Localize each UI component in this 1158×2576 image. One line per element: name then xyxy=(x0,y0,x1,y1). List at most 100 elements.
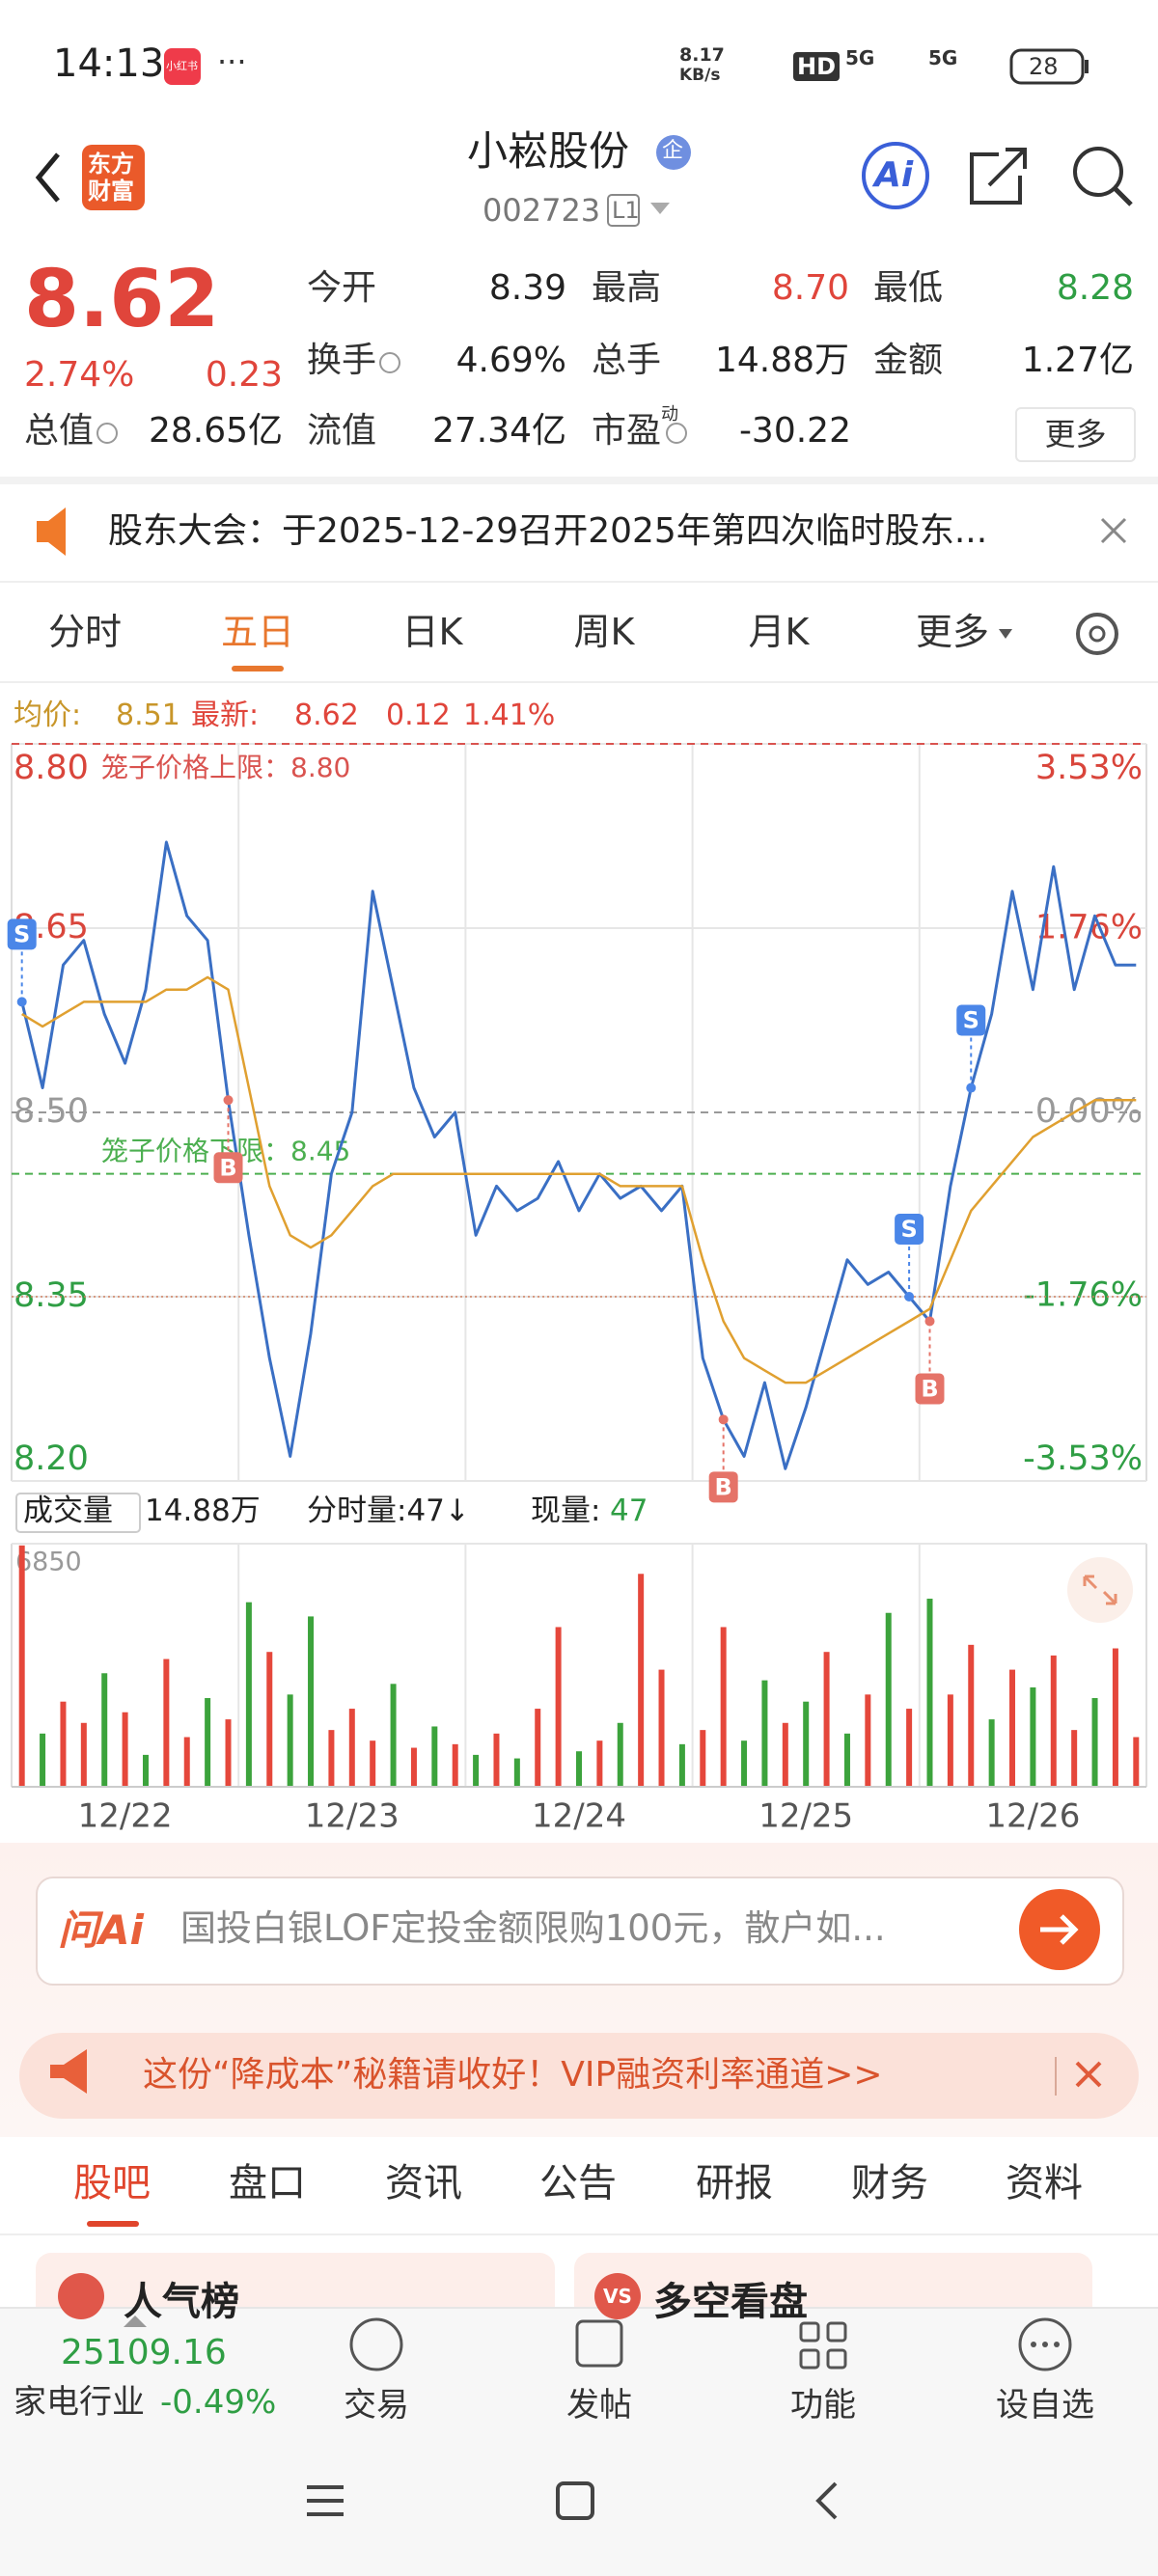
marker-point xyxy=(904,1292,915,1302)
stock-level: L1 xyxy=(612,197,640,224)
separator xyxy=(0,2233,1158,2235)
stat-label: 流值 xyxy=(307,411,377,452)
avg-label: 均价: xyxy=(14,699,82,732)
separator xyxy=(0,477,1158,484)
volume-bar xyxy=(266,1652,273,1787)
marker-box xyxy=(708,1471,738,1503)
price: 8.62 xyxy=(24,254,220,345)
info-icon[interactable] xyxy=(666,423,688,444)
card-title[interactable]: 人气榜 xyxy=(124,2280,239,2324)
volume-bar xyxy=(410,1747,417,1787)
logo-text: 财富 xyxy=(88,178,134,205)
volume-bar xyxy=(308,1616,315,1787)
volume-bar xyxy=(473,1754,480,1787)
volume-bar xyxy=(431,1726,438,1787)
volume-bar xyxy=(658,1669,665,1787)
app-badge-label: 小红书 xyxy=(166,60,198,72)
index-name: 家电行业 xyxy=(14,2383,145,2422)
y-tick-label: 8.80 xyxy=(14,749,89,787)
tab[interactable]: 日K xyxy=(401,611,463,654)
action-label[interactable]: 交易 xyxy=(344,2386,409,2425)
y2-tick-label: 3.53% xyxy=(1035,749,1143,787)
action-label[interactable]: 功能 xyxy=(790,2386,856,2425)
volume-bar xyxy=(142,1754,149,1787)
action-label[interactable]: 设自选 xyxy=(996,2386,1094,2425)
volume-bar xyxy=(122,1712,128,1787)
info-icon[interactable] xyxy=(379,352,401,373)
marker-box xyxy=(956,1004,986,1036)
volume-bar xyxy=(163,1658,170,1787)
volume-bar xyxy=(1050,1655,1057,1787)
sub-tab[interactable]: 财务 xyxy=(851,2161,928,2206)
stat-value: 14.88万 xyxy=(714,341,849,381)
card-icon-label: VS xyxy=(603,2285,632,2308)
volume-bar xyxy=(287,1694,293,1787)
volume-bar xyxy=(60,1701,67,1787)
ai-search-box[interactable] xyxy=(36,1877,1124,1986)
marker-point xyxy=(16,997,27,1007)
x-tick-label: 12/23 xyxy=(305,1797,400,1836)
y-tick-label: 8.20 xyxy=(14,1439,89,1478)
tab[interactable]: 更多 xyxy=(915,611,990,654)
stat-value: 8.28 xyxy=(1056,268,1134,309)
volume-bar xyxy=(183,1737,190,1787)
y-tick-label: 8.50 xyxy=(14,1092,89,1131)
stat-value: 8.39 xyxy=(488,268,566,309)
marker-box xyxy=(915,1373,945,1405)
volume-bar xyxy=(596,1740,603,1787)
stat-value: 27.34亿 xyxy=(431,411,566,452)
marker-label: S xyxy=(900,1216,917,1243)
sub-tab[interactable]: 资讯 xyxy=(385,2161,462,2206)
stat-label-sup: 动 xyxy=(661,404,679,425)
sub-tab[interactable]: 资料 xyxy=(1006,2161,1083,2206)
card-title[interactable]: 多空看盘 xyxy=(653,2280,808,2324)
volume-bar xyxy=(926,1599,933,1787)
volume-bar xyxy=(885,1612,892,1787)
divider xyxy=(1055,2057,1057,2096)
signal-label: 5G xyxy=(928,46,958,69)
volume-bar xyxy=(80,1722,87,1787)
volume-bar xyxy=(1091,1698,1098,1787)
tab[interactable]: 周K xyxy=(573,611,635,654)
more-button[interactable]: 更多 xyxy=(1015,407,1136,462)
change: 0.23 xyxy=(205,355,283,395)
sub-tab[interactable]: 股吧 xyxy=(73,2161,151,2206)
marker-label: B xyxy=(715,1473,732,1500)
price-line xyxy=(20,840,1137,1470)
change-pct: 2.74% xyxy=(24,355,135,395)
marker-box xyxy=(7,918,37,950)
banner-text[interactable]: 这份“降成本”秘籍请收好！VIP融资利率通道>> xyxy=(143,2055,883,2095)
y2-tick-label: -3.53% xyxy=(1023,1439,1143,1478)
latest-change: 0.12 xyxy=(386,699,451,732)
tab[interactable]: 五日 xyxy=(220,611,295,654)
sub-tab[interactable]: 盘口 xyxy=(229,2161,306,2206)
stock-code: 002723 xyxy=(482,192,601,229)
volume-label[interactable]: 成交量 xyxy=(23,1494,113,1528)
battery-level: 28 xyxy=(1029,53,1059,80)
stat-value: -30.22 xyxy=(738,411,851,452)
tab[interactable]: 分时 xyxy=(47,611,123,654)
volume-bar xyxy=(617,1722,623,1787)
volume-bar xyxy=(1009,1669,1016,1787)
net-speed: 8.17 xyxy=(679,44,725,66)
y2-tick-label: -1.76% xyxy=(1023,1275,1143,1314)
x-tick-label: 12/26 xyxy=(985,1797,1080,1836)
volume-bar xyxy=(803,1701,810,1787)
marker-label: B xyxy=(921,1375,938,1402)
marker-label: S xyxy=(14,920,30,947)
volume-bar xyxy=(535,1709,541,1787)
volume-bar xyxy=(741,1740,748,1787)
ai-label[interactable]: Ai xyxy=(874,155,914,195)
banner[interactable] xyxy=(19,2033,1139,2119)
info-icon[interactable] xyxy=(96,423,119,444)
marker-box xyxy=(213,1152,243,1184)
ai-placeholder[interactable]: 国投白银LOF定投金额限购100元，散户如... xyxy=(180,1907,886,1949)
action-label[interactable]: 发帖 xyxy=(566,2386,632,2425)
marker-point xyxy=(223,1095,234,1106)
volume-bar xyxy=(452,1743,458,1787)
sub-tab[interactable]: 公告 xyxy=(539,2161,617,2206)
notice[interactable]: 股东大会：于2025-12-29召开2025年第四次临时股东... xyxy=(108,511,988,551)
sub-tab[interactable]: 研报 xyxy=(696,2161,773,2206)
tab[interactable]: 月K xyxy=(748,611,810,654)
volume-bar xyxy=(1071,1730,1078,1787)
